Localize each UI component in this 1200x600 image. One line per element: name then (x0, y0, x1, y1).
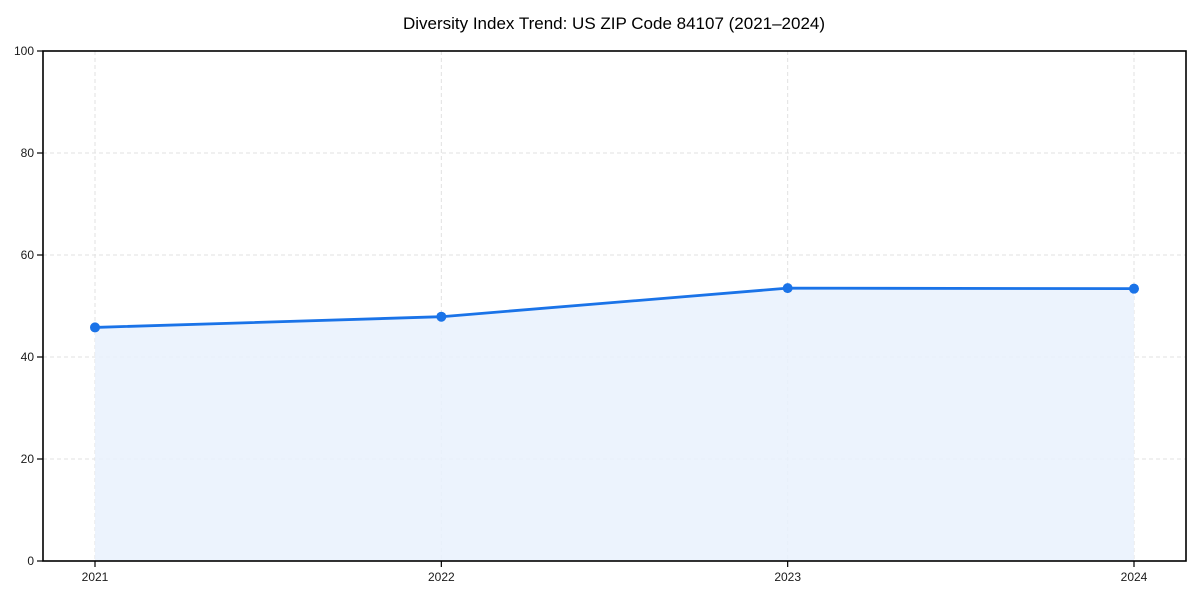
data-point-marker (436, 311, 447, 322)
x-tick-label: 2023 (774, 570, 801, 584)
plot-frame (42, 50, 1187, 562)
area-fill (95, 288, 1134, 561)
y-tick-label: 0 (27, 554, 34, 568)
x-tick-label: 2024 (1121, 570, 1148, 584)
y-tick-label: 20 (21, 452, 35, 466)
chart-title: Diversity Index Trend: US ZIP Code 84107… (403, 14, 825, 33)
data-point-marker (90, 322, 100, 333)
trend-line (93, 286, 1136, 329)
x-tick-label: 2021 (82, 570, 109, 584)
y-tick-label: 100 (14, 44, 34, 58)
y-tick-label: 60 (21, 248, 35, 262)
y-tick-label: 80 (21, 146, 35, 160)
plot-area: 0 20 40 60 80 100 2021 2022 2023 2024 (14, 44, 1187, 584)
data-point-marker (782, 283, 793, 294)
data-point-marker (1129, 283, 1139, 294)
x-tick-label: 2022 (428, 570, 455, 584)
y-tick-label: 40 (21, 350, 35, 364)
